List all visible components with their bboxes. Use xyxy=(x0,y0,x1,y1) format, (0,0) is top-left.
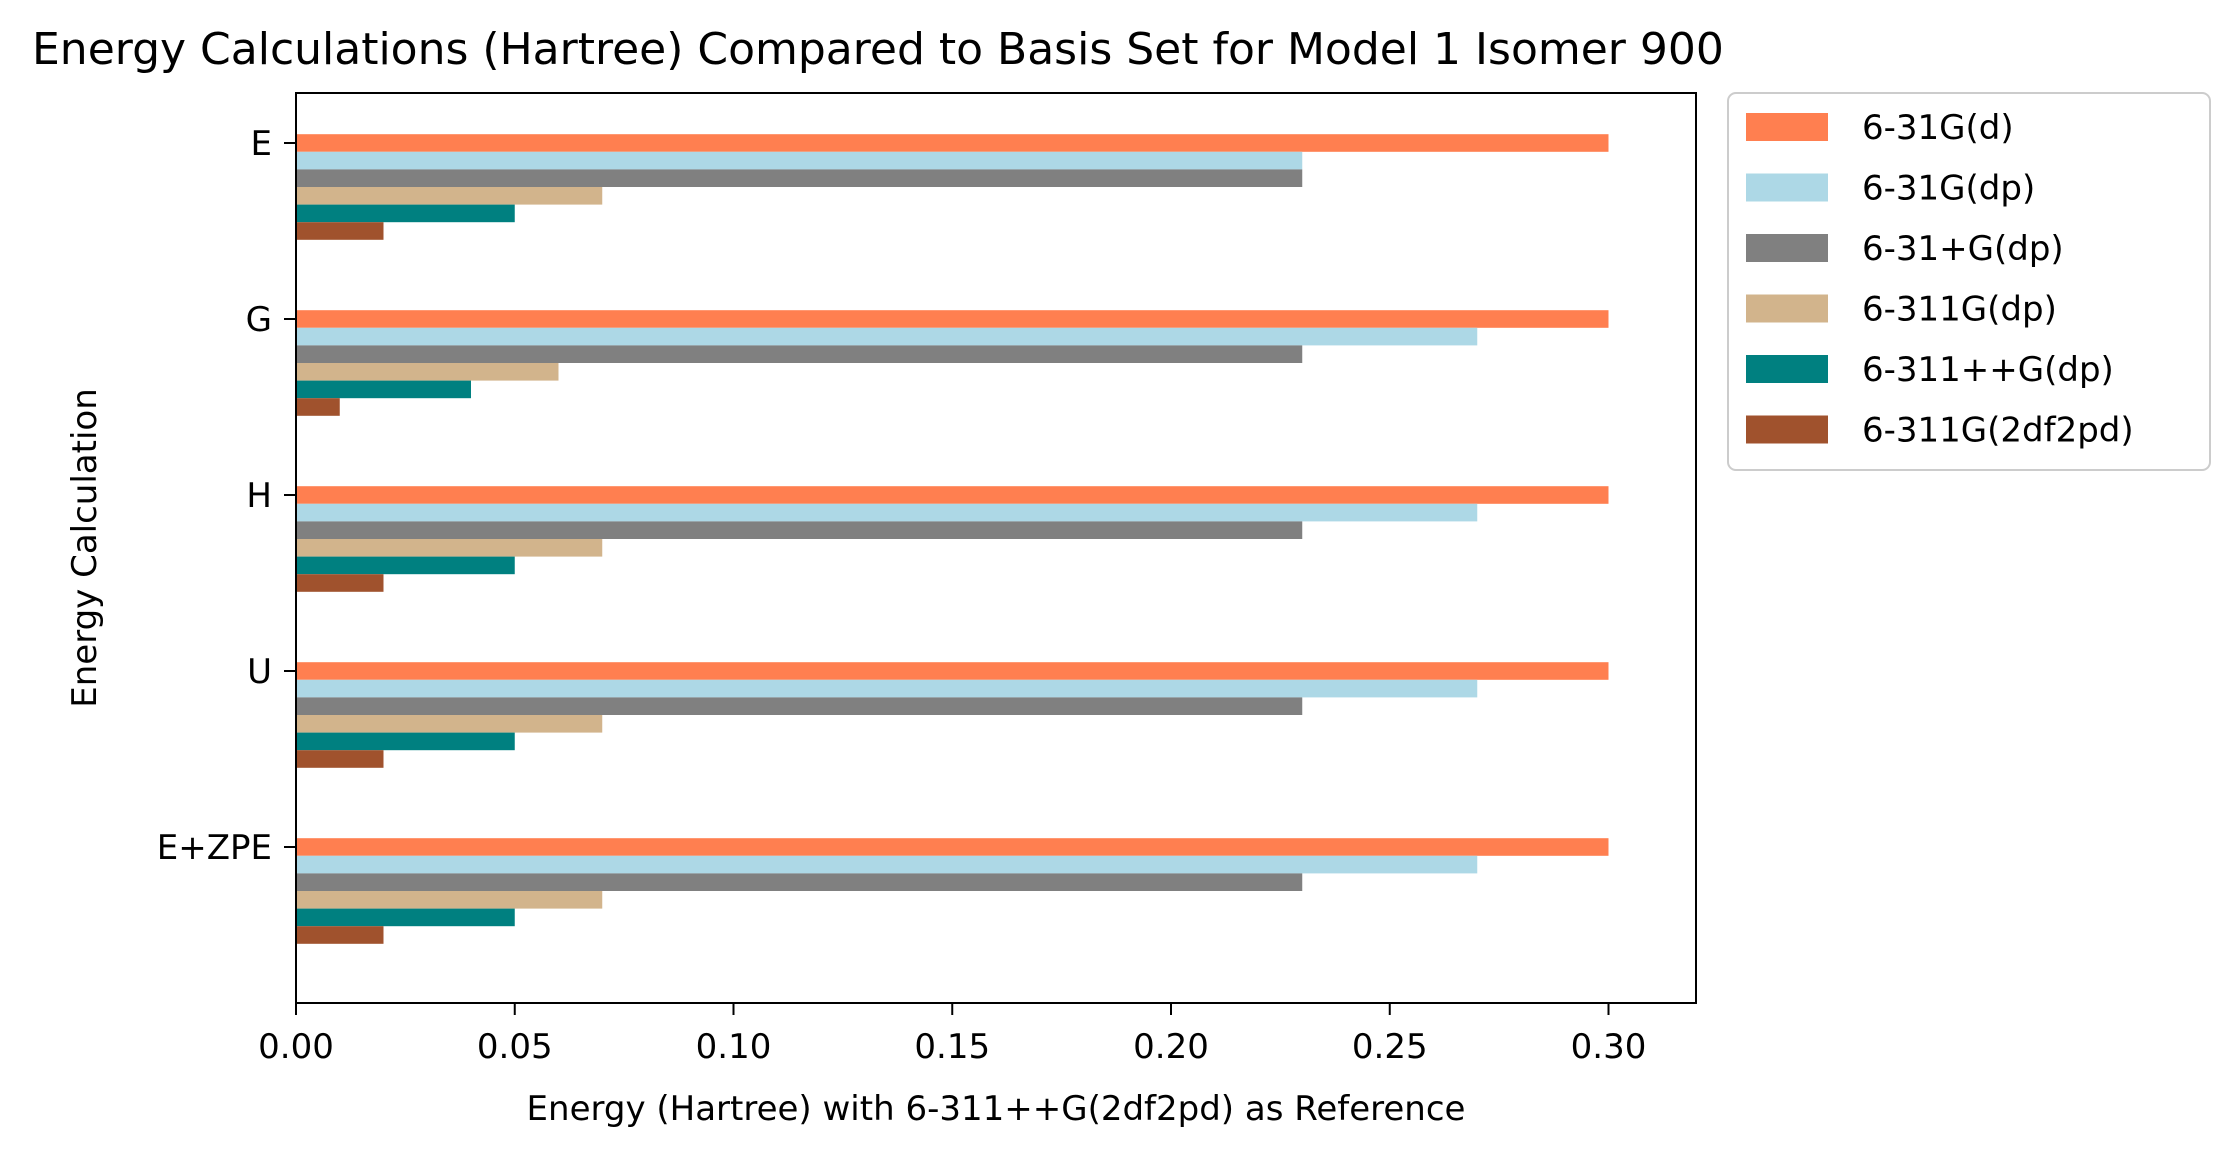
bar xyxy=(296,363,559,381)
bar xyxy=(296,750,384,768)
bar xyxy=(296,503,1478,522)
legend-frame xyxy=(1727,92,2211,471)
y-ticks-group: E G H U E+ZPE xyxy=(157,124,296,868)
bar xyxy=(296,715,603,733)
bar xyxy=(296,151,1303,170)
legend-swatch xyxy=(1746,294,1828,323)
y-axis-label: Energy Calculation xyxy=(65,388,105,708)
bar xyxy=(296,486,1609,504)
bar xyxy=(296,169,1303,187)
bar xyxy=(296,134,1609,152)
bar xyxy=(296,222,384,240)
bar xyxy=(296,345,1303,363)
x-tick-label: 0.30 xyxy=(1571,1027,1647,1067)
bar xyxy=(296,838,1609,856)
bar xyxy=(296,926,384,944)
x-axis-label: Energy (Hartree) with 6-311++G(2df2pd) a… xyxy=(527,1089,1466,1129)
bar xyxy=(296,732,515,751)
legend-swatch xyxy=(1746,355,1828,383)
bar xyxy=(296,521,1303,539)
y-tick-label: E xyxy=(251,124,272,164)
y-tick-label: U xyxy=(247,652,272,692)
legend-label: 6-31G(d) xyxy=(1862,108,2014,148)
bar xyxy=(296,398,340,416)
x-tick-label: 0.25 xyxy=(1352,1027,1428,1067)
bar xyxy=(296,204,515,223)
legend-label: 6-311++G(dp) xyxy=(1862,350,2114,390)
y-tick-label: H xyxy=(246,476,272,516)
bar xyxy=(296,697,1303,715)
plot-frame xyxy=(295,92,1697,1004)
legend-swatch xyxy=(1746,234,1828,262)
bar xyxy=(296,327,1478,346)
bar xyxy=(296,662,1609,680)
bar xyxy=(296,855,1478,874)
legend-label: 6-311G(2df2pd) xyxy=(1862,411,2134,451)
x-tick-label: 0.00 xyxy=(258,1027,334,1067)
bar xyxy=(296,679,1478,698)
legend-label: 6-311G(dp) xyxy=(1862,290,2057,330)
legend-swatch xyxy=(1746,415,1828,444)
bars-group xyxy=(296,134,1609,944)
legend-label: 6-31+G(dp) xyxy=(1862,229,2064,269)
chart-title: Energy Calculations (Hartree) Compared t… xyxy=(32,24,1724,75)
x-ticks-group: 0.00 0.05 0.10 0.15 0.20 0.25 0.30 xyxy=(258,1003,1646,1067)
bar xyxy=(296,574,384,592)
bar xyxy=(296,891,603,909)
x-tick-label: 0.20 xyxy=(1133,1027,1209,1067)
bar xyxy=(296,310,1609,328)
bar xyxy=(296,908,515,927)
bar xyxy=(296,187,603,205)
legend-swatch xyxy=(1746,113,1828,141)
legend: 6-31G(d) 6-31G(dp) 6-31+G(dp) 6-311G(dp) 6-3… xyxy=(1727,92,2211,471)
bar xyxy=(296,873,1303,891)
x-tick-label: 0.05 xyxy=(477,1027,553,1067)
bar xyxy=(296,380,471,399)
x-tick-label: 0.10 xyxy=(696,1027,772,1067)
y-tick-label: G xyxy=(246,300,272,340)
x-tick-label: 0.15 xyxy=(914,1027,990,1067)
legend-label: 6-31G(dp) xyxy=(1862,169,2035,209)
legend-swatch xyxy=(1746,173,1828,202)
y-tick-label: E+ZPE xyxy=(157,828,272,868)
bar xyxy=(296,539,603,557)
bar xyxy=(296,556,515,575)
